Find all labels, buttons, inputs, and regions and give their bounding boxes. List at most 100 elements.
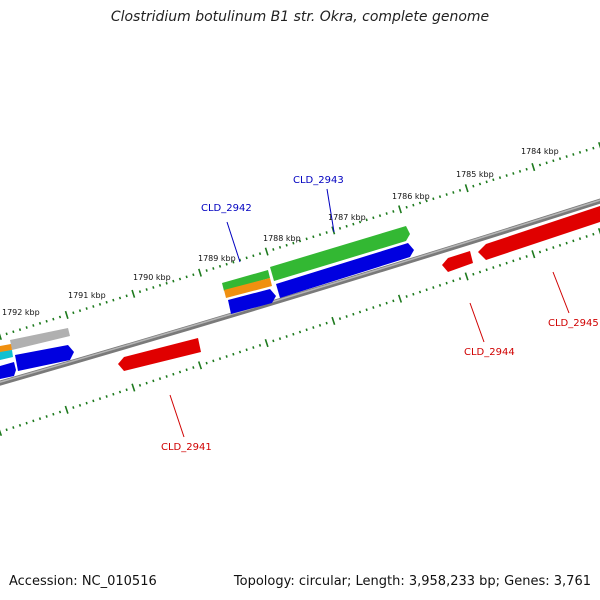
feature-blue-left-b[interactable] xyxy=(15,345,74,371)
gene-labels: CLD_2942 CLD_2943 CLD_2941 CLD_2944 CLD_… xyxy=(161,175,599,453)
minor-tick xyxy=(365,308,368,312)
minor-tick xyxy=(345,315,348,318)
feature-cyan-left[interactable] xyxy=(0,350,13,360)
gene-label-cld-2942[interactable]: CLD_2942 xyxy=(201,203,252,214)
minor-tick xyxy=(458,188,462,192)
kbp-label: 1787 kbp xyxy=(328,213,366,222)
minor-tick xyxy=(158,377,162,381)
minor-tick xyxy=(565,241,568,245)
minor-tick xyxy=(372,306,375,309)
minor-tick xyxy=(225,262,228,266)
minor-tick xyxy=(352,312,355,316)
minor-tick xyxy=(25,326,28,329)
minor-tick xyxy=(238,258,242,262)
minor-tick xyxy=(518,169,522,173)
minor-tick xyxy=(552,159,555,163)
label-leaders xyxy=(169,188,570,438)
feature-gray[interactable] xyxy=(10,328,70,350)
major-tick xyxy=(397,294,403,303)
minor-tick xyxy=(478,270,482,274)
genome-backbone xyxy=(0,198,600,386)
minor-tick xyxy=(425,199,428,203)
minor-tick xyxy=(312,326,315,329)
minor-tick xyxy=(52,412,55,416)
minor-tick xyxy=(585,235,588,238)
reverse-strand-features xyxy=(118,206,600,371)
feature-cld-2945[interactable] xyxy=(478,206,600,260)
major-tick xyxy=(198,268,202,277)
minor-tick xyxy=(192,366,195,369)
minor-tick xyxy=(58,410,62,414)
minor-tick xyxy=(12,426,15,429)
minor-tick xyxy=(472,272,475,276)
minor-tick xyxy=(412,292,415,296)
feature-blue-2942[interactable] xyxy=(228,289,276,314)
minor-tick xyxy=(205,269,208,272)
minor-tick xyxy=(518,257,522,261)
minor-tick xyxy=(485,180,488,184)
feature-blue-long[interactable] xyxy=(276,243,414,298)
minor-tick xyxy=(192,273,195,277)
minor-tick xyxy=(432,197,435,201)
minor-tick xyxy=(452,191,455,194)
minor-tick xyxy=(12,330,15,334)
minor-tick xyxy=(418,201,422,205)
gene-label-cld-2943[interactable]: CLD_2943 xyxy=(293,175,344,186)
kbp-label: 1788 kbp xyxy=(263,234,301,243)
minor-tick xyxy=(438,195,442,199)
minor-tick xyxy=(505,261,508,265)
minor-tick xyxy=(392,210,395,213)
feature-cld-2942-orange[interactable] xyxy=(224,278,272,298)
minor-tick xyxy=(118,390,122,394)
major-tick xyxy=(0,429,3,437)
minor-tick xyxy=(312,235,315,239)
major-tick xyxy=(131,383,136,392)
minor-tick xyxy=(52,317,55,321)
minor-tick xyxy=(592,232,595,236)
minor-tick xyxy=(572,153,575,156)
minor-tick xyxy=(112,392,115,396)
minor-tick xyxy=(358,310,362,314)
inner-tick-ring xyxy=(0,227,600,437)
feature-cld-2941[interactable] xyxy=(118,338,201,371)
minor-tick xyxy=(252,346,255,349)
minor-tick xyxy=(412,203,415,207)
minor-tick xyxy=(152,286,155,289)
major-tick xyxy=(597,227,600,235)
minor-tick xyxy=(25,421,28,425)
minor-tick xyxy=(405,205,408,209)
feature-blue-left-a[interactable] xyxy=(0,362,16,379)
minor-tick xyxy=(145,381,148,385)
feature-cld-2943[interactable] xyxy=(270,226,410,281)
minor-tick xyxy=(345,224,348,228)
gene-label-cld-2944[interactable]: CLD_2944 xyxy=(464,347,515,358)
major-tick xyxy=(598,141,600,149)
outer-tick-ring xyxy=(0,141,600,341)
major-tick xyxy=(531,163,536,172)
minor-tick xyxy=(85,307,88,310)
kbp-labels: 1784 kbp 1785 kbp 1786 kbp 1787 kbp 1788… xyxy=(2,147,559,317)
minor-tick xyxy=(238,350,242,354)
gene-label-cld-2945[interactable]: CLD_2945 xyxy=(548,318,599,329)
major-tick xyxy=(64,310,69,319)
minor-tick xyxy=(165,281,168,285)
minor-tick xyxy=(272,339,275,343)
minor-tick xyxy=(85,401,88,405)
gene-label-cld-2941[interactable]: CLD_2941 xyxy=(161,442,212,453)
accession-text: Accession: NC_010516 xyxy=(9,574,157,589)
minor-tick xyxy=(538,250,542,254)
minor-tick xyxy=(578,150,582,154)
feature-cld-2944[interactable] xyxy=(442,251,473,272)
feature-cld-2942-green[interactable] xyxy=(222,270,270,291)
minor-tick xyxy=(392,299,395,303)
minor-tick xyxy=(365,218,368,222)
minor-tick xyxy=(418,290,422,294)
minor-tick xyxy=(305,237,308,241)
minor-tick xyxy=(32,419,35,423)
minor-tick xyxy=(18,328,22,332)
minor-tick xyxy=(92,399,95,403)
minor-tick xyxy=(72,311,75,315)
minor-tick xyxy=(165,375,168,378)
minor-tick xyxy=(45,319,48,323)
